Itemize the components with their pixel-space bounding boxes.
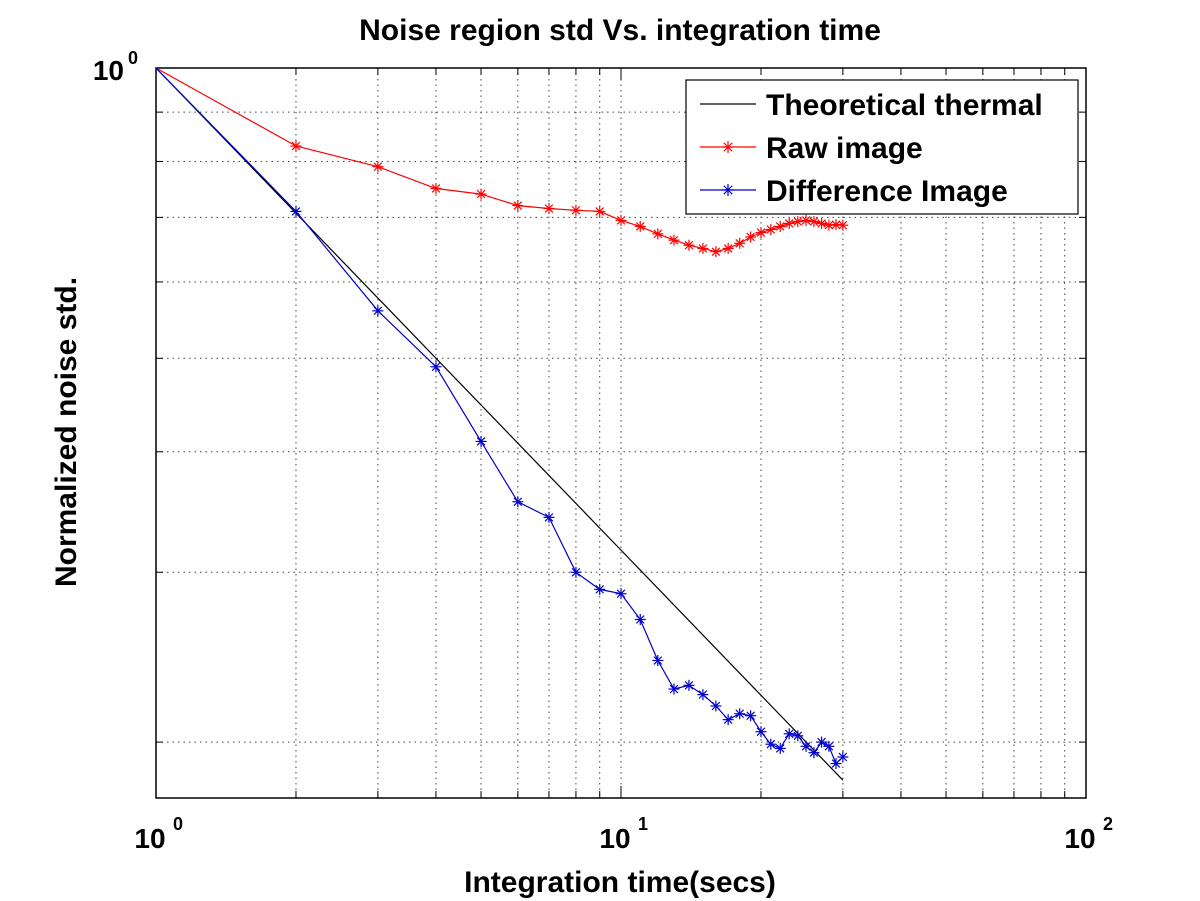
data-point-marker bbox=[722, 242, 734, 254]
data-point-marker bbox=[372, 305, 384, 317]
data-point-marker bbox=[823, 740, 835, 752]
data-point-marker bbox=[668, 234, 680, 246]
data-point-marker bbox=[668, 683, 680, 695]
data-point-marker bbox=[710, 700, 722, 712]
data-point-marker bbox=[710, 246, 722, 258]
data-point-marker bbox=[783, 728, 795, 740]
legend-entry: Raw image bbox=[700, 132, 923, 165]
data-point-marker bbox=[800, 740, 812, 752]
data-point-marker bbox=[615, 588, 627, 600]
data-point-marker bbox=[722, 714, 734, 726]
data-point-marker bbox=[774, 742, 786, 754]
data-point-marker bbox=[290, 205, 302, 217]
x-axis-label: Integration time(secs) bbox=[464, 866, 776, 899]
legend: Theoretical thermal Raw image Difference I… bbox=[685, 79, 1079, 215]
data-point-marker bbox=[792, 216, 804, 228]
data-point-marker bbox=[594, 205, 606, 217]
y-tick-exponent: 0 bbox=[128, 48, 138, 68]
data-point-marker bbox=[765, 224, 777, 236]
data-point-marker bbox=[830, 758, 842, 770]
data-point-marker bbox=[816, 736, 828, 748]
data-point-marker bbox=[615, 214, 627, 226]
y-tick-label: 10 bbox=[93, 55, 124, 86]
data-point-marker bbox=[697, 242, 709, 254]
data-point-marker bbox=[734, 708, 746, 720]
data-point-marker bbox=[570, 566, 582, 578]
data-point-marker bbox=[783, 217, 795, 229]
data-point-marker bbox=[683, 679, 695, 691]
data-point-marker bbox=[765, 738, 777, 750]
data-point-marker bbox=[570, 204, 582, 216]
data-point-marker bbox=[830, 219, 842, 231]
x-tick-exponent: 2 bbox=[1103, 814, 1113, 834]
data-point-marker bbox=[745, 710, 757, 722]
data-point-marker bbox=[543, 511, 555, 523]
data-point-marker bbox=[734, 237, 746, 249]
data-point-marker bbox=[808, 747, 820, 759]
data-point-marker bbox=[837, 751, 849, 763]
data-point-marker bbox=[430, 182, 442, 194]
x-tick-exponent: 1 bbox=[638, 814, 648, 834]
data-point-marker bbox=[823, 219, 835, 231]
data-point-marker bbox=[594, 583, 606, 595]
data-point-marker bbox=[755, 227, 767, 239]
axis-ticks bbox=[156, 68, 1086, 798]
legend-label: Difference Image bbox=[766, 175, 1008, 208]
data-point-marker bbox=[543, 203, 555, 215]
data-point-marker bbox=[652, 655, 664, 667]
series-1 bbox=[155, 67, 849, 258]
data-point-marker bbox=[800, 214, 812, 226]
data-point-marker bbox=[512, 200, 524, 212]
data-point-marker bbox=[430, 361, 442, 373]
data-point-marker bbox=[792, 730, 804, 742]
data-point-marker bbox=[837, 219, 849, 231]
data-point-marker bbox=[475, 188, 487, 200]
legend-entry: Theoretical thermal bbox=[700, 89, 1043, 122]
data-point-marker bbox=[634, 220, 646, 232]
data-point-marker bbox=[475, 435, 487, 447]
data-point-marker bbox=[372, 161, 384, 173]
x-tick-exponent: 0 bbox=[173, 814, 183, 834]
data-point-marker bbox=[774, 220, 786, 232]
chart-title: Noise region std Vs. integration time bbox=[359, 14, 881, 47]
data-point-marker bbox=[745, 231, 757, 243]
series-line bbox=[155, 67, 844, 781]
data-point-marker bbox=[512, 496, 524, 508]
data-point-marker bbox=[722, 184, 734, 196]
series-2 bbox=[155, 67, 849, 770]
series-0 bbox=[155, 67, 844, 781]
legend-entry: Difference Image bbox=[700, 175, 1008, 208]
data-point-marker bbox=[683, 239, 695, 251]
series-layer bbox=[155, 67, 849, 781]
data-point-marker bbox=[722, 141, 734, 153]
data-point-marker bbox=[697, 689, 709, 701]
data-point-marker bbox=[816, 217, 828, 229]
x-tick-label: 10 bbox=[1064, 823, 1095, 854]
y-axis-label: Normalized noise std. bbox=[50, 277, 83, 587]
data-point-marker bbox=[652, 228, 664, 240]
x-tick-label: 10 bbox=[599, 823, 630, 854]
data-point-marker bbox=[290, 140, 302, 152]
legend-label: Theoretical thermal bbox=[766, 89, 1043, 122]
data-point-marker bbox=[755, 726, 767, 738]
x-tick-label: 10 bbox=[134, 823, 165, 854]
data-point-marker bbox=[634, 613, 646, 625]
data-point-marker bbox=[808, 216, 820, 228]
legend-label: Raw image bbox=[766, 132, 923, 165]
